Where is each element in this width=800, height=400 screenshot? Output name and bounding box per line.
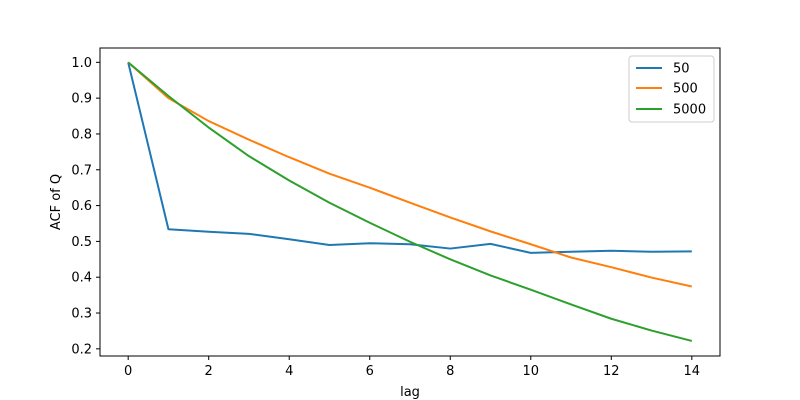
series-line-500 [127,61,693,288]
x-tick-label: 8 [446,364,454,379]
legend: 50 500 5000 [628,55,715,123]
legend-label-5000: 5000 [673,103,706,118]
plot-frame [99,47,721,357]
y-tick-label: 1.0 [71,56,92,71]
y-tick-label: 0.8 [71,127,92,142]
x-tick-label: 6 [366,364,374,379]
y-tick-label: 0.5 [71,235,92,250]
legend-label-50: 50 [673,62,690,77]
x-tick-label: 2 [205,364,213,379]
series-line-5000 [127,61,693,342]
y-axis-ticks: 0.2 0.3 0.4 0.5 0.6 0.7 0.8 0.9 1.0 [71,56,100,357]
x-axis-label: lag [400,385,420,400]
x-tick-label: 12 [603,364,620,379]
y-tick-label: 0.6 [71,199,92,214]
x-tick-label: 4 [285,364,293,379]
y-tick-label: 0.4 [71,271,92,286]
x-axis-ticks: 0 2 4 6 8 10 12 14 [124,356,700,379]
x-tick-label: 0 [124,364,132,379]
x-tick-label: 10 [523,364,540,379]
plot-lines [127,61,693,342]
y-axis-label: ACF of Q [49,174,64,230]
series-line-50 [127,62,692,254]
y-tick-label: 0.9 [71,92,92,107]
y-tick-label: 0.3 [71,307,92,322]
legend-box [628,55,715,123]
y-tick-label: 0.2 [71,342,92,357]
x-tick-label: 14 [684,364,701,379]
legend-label-500: 500 [673,82,698,97]
y-tick-label: 0.7 [71,163,92,178]
